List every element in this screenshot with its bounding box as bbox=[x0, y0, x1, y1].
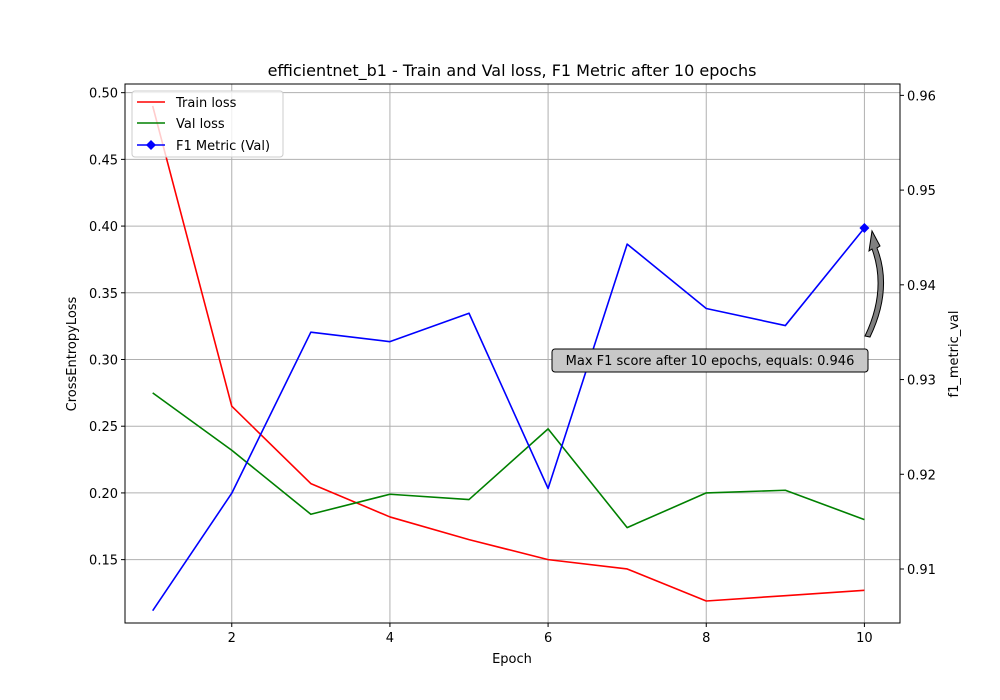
y-tick-label-left: 0.25 bbox=[89, 420, 118, 435]
legend: Train loss Val loss F1 Metric (Val) bbox=[131, 90, 284, 158]
y-tick-label-left: 0.50 bbox=[89, 87, 118, 102]
legend-label-f1-metric: F1 Metric (Val) bbox=[176, 139, 270, 154]
annotation: Max F1 score after 10 epochs, equals: 0.… bbox=[551, 229, 885, 373]
y-tick-label-right: 0.92 bbox=[907, 468, 936, 483]
y-tick-label-right: 0.95 bbox=[907, 184, 936, 199]
annotation-arrow bbox=[864, 229, 885, 338]
x-tick-label: 8 bbox=[702, 631, 710, 646]
plot-frame bbox=[124, 83, 901, 624]
marker-layer bbox=[859, 222, 870, 233]
y-tick-label-left: 0.20 bbox=[89, 487, 118, 502]
y-tick-label-left: 0.45 bbox=[89, 153, 118, 168]
y-tick-label-left: 0.30 bbox=[89, 354, 118, 369]
x-axis-title: Epoch bbox=[492, 652, 532, 667]
x-tick-label: 10 bbox=[856, 631, 873, 646]
y-axis-left: 0.15 0.20 0.25 0.30 0.35 0.40 0.45 0.50 bbox=[89, 87, 125, 569]
y-axis-left-title: CrossEntropyLoss bbox=[65, 296, 80, 411]
legend-label-val-loss: Val loss bbox=[176, 117, 225, 132]
y-tick-label-right: 0.91 bbox=[907, 563, 936, 578]
x-tick-label: 2 bbox=[228, 631, 236, 646]
y-axis-right-title: f1_metric_val bbox=[947, 311, 962, 398]
x-tick-label: 4 bbox=[386, 631, 394, 646]
series-line-val-loss bbox=[152, 392, 865, 529]
y-tick-label-left: 0.35 bbox=[89, 287, 118, 302]
series-line-train-loss bbox=[151, 105, 865, 602]
y-tick-label-left: 0.40 bbox=[89, 220, 118, 235]
annotation-text: Max F1 score after 10 epochs, equals: 0.… bbox=[566, 354, 855, 369]
y-tick-label-right: 0.94 bbox=[907, 279, 936, 294]
y-tick-label-right: 0.93 bbox=[907, 374, 936, 389]
f1-max-marker bbox=[859, 222, 870, 233]
x-axis: 2 4 6 8 10 bbox=[228, 623, 873, 646]
y-axis-right: 0.91 0.92 0.93 0.94 0.95 0.96 bbox=[900, 89, 936, 578]
annotation-box bbox=[551, 348, 869, 373]
legend-frame bbox=[131, 90, 284, 158]
y-tick-label-left: 0.15 bbox=[89, 554, 118, 569]
y-tick-label-right: 0.96 bbox=[907, 89, 936, 104]
series-layer bbox=[151, 105, 866, 612]
legend-label-train-loss: Train loss bbox=[175, 96, 237, 111]
x-tick-label: 6 bbox=[544, 631, 552, 646]
chart-title: efficientnet_b1 - Train and Val loss, F1… bbox=[268, 61, 757, 81]
series-line-f1-metric-val bbox=[152, 227, 866, 612]
legend-marker-f1-metric bbox=[146, 140, 156, 150]
